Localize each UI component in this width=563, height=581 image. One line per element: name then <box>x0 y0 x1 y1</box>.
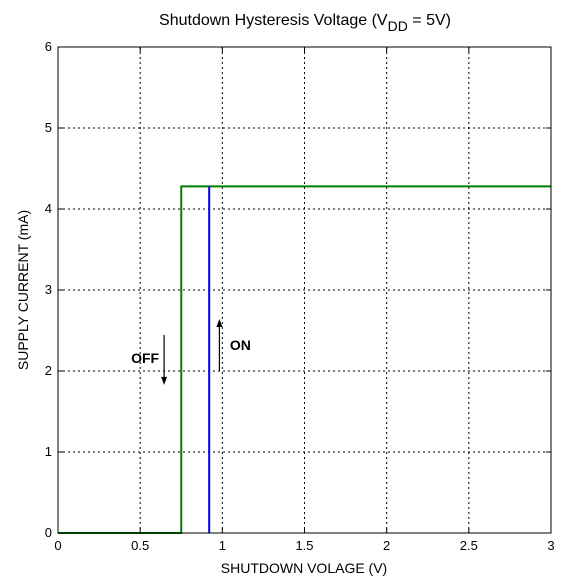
x-tick-label: 0 <box>54 538 61 553</box>
x-tick-label: 2.5 <box>460 538 478 553</box>
y-tick-label: 2 <box>45 363 52 378</box>
chart-title-main: Shutdown Hysteresis Voltage (V <box>159 12 388 29</box>
x-axis-label: SHUTDOWN VOLAGE (V) <box>221 560 387 576</box>
chart-title: Shutdown Hysteresis Voltage (VDD = 5V) <box>159 12 451 34</box>
off-arrow-head <box>161 376 168 385</box>
x-tick-label: 2 <box>383 538 390 553</box>
y-tick-label: 4 <box>45 201 52 216</box>
y-tick-label: 0 <box>45 525 52 540</box>
annotations: OFF ON <box>131 318 251 385</box>
y-tick-label: 3 <box>45 282 52 297</box>
x-tick-label: 0.5 <box>131 538 149 553</box>
y-tick-label: 6 <box>45 39 52 54</box>
ticks: 0 0.5 1 1.5 2 2.5 3 0 1 2 3 4 5 6 <box>45 39 555 553</box>
chart-title-subscript: DD <box>388 18 408 34</box>
x-tick-label: 1 <box>219 538 226 553</box>
on-label: ON <box>230 337 251 353</box>
y-axis-label: SUPPLY CURRENT (mA) <box>15 210 31 370</box>
y-tick-label: 1 <box>45 444 52 459</box>
chart-title-suffix: = 5V) <box>408 12 451 29</box>
x-tick-label: 3 <box>547 538 554 553</box>
on-arrow-head <box>216 318 223 327</box>
y-tick-label: 5 <box>45 120 52 135</box>
x-tick-label: 1.5 <box>295 538 313 553</box>
off-label: OFF <box>131 350 159 366</box>
grid <box>58 47 551 533</box>
